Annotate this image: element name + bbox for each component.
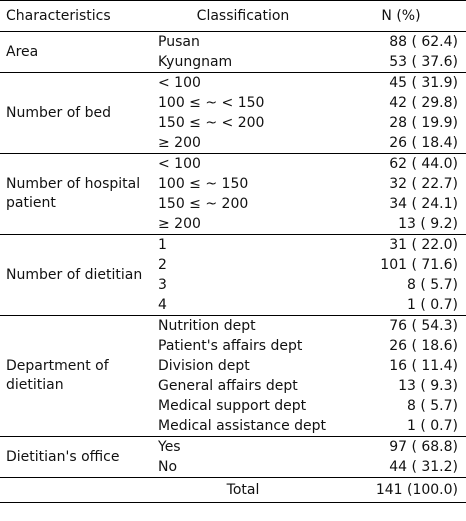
characteristic-label: Number of dietitian bbox=[0, 234, 150, 316]
n-percent-cell: 8 ( 5.7) bbox=[407, 398, 458, 414]
n-percent-cell: 62 ( 44.0) bbox=[336, 153, 466, 174]
table-row: Department of dietitian Nutrition dept 76 … bbox=[0, 315, 466, 437]
table-row: 150 ≤ ~ 200 34 ( 24.1) bbox=[0, 194, 466, 214]
n-percent-cell: 26 ( 18.4) bbox=[389, 135, 458, 151]
classification-cell: ≥ 200 bbox=[158, 216, 201, 232]
classification-cell: Pusan bbox=[150, 31, 336, 52]
characteristic-label: Area bbox=[0, 31, 150, 73]
table-row: Medical support dept 8 ( 5.7) bbox=[0, 396, 466, 416]
classification-cell: General affairs dept bbox=[158, 378, 298, 394]
n-percent-cell: 44 ( 31.2) bbox=[389, 459, 458, 475]
total-row: Total 141 (100.0) bbox=[0, 477, 466, 503]
classification-cell: 2 bbox=[158, 257, 167, 273]
classification-cell: Nutrition dept bbox=[150, 315, 336, 336]
table-row: 2 101 ( 71.6) bbox=[0, 255, 466, 275]
table-row: Number of hospital patient < 100 62 ( 44.0… bbox=[0, 153, 466, 235]
classification-cell: Yes bbox=[150, 436, 336, 457]
characteristic-label: Dietitian's office bbox=[0, 436, 150, 478]
table-row: 3 8 ( 5.7) bbox=[0, 275, 466, 295]
table-body: Area Pusan 88 ( 62.4) Kyungnam 53 ( 37.6) Num… bbox=[0, 31, 466, 478]
classification-cell: < 100 bbox=[150, 153, 336, 174]
n-percent-cell: 97 ( 68.8) bbox=[336, 436, 466, 457]
classification-cell: ≥ 200 bbox=[158, 135, 201, 151]
n-percent-cell: 53 ( 37.6) bbox=[389, 54, 458, 70]
classification-cell: < 100 bbox=[150, 72, 336, 93]
classification-cell: 100 ≤ ~ < 150 bbox=[158, 95, 265, 111]
n-percent-cell: 13 ( 9.3) bbox=[398, 378, 458, 394]
table-row: Dietitian's office Yes 97 ( 68.8) bbox=[0, 436, 466, 478]
table-row: Division dept 16 ( 11.4) bbox=[0, 356, 466, 376]
table-row: Number of bed < 100 45 ( 31.9) bbox=[0, 72, 466, 154]
n-percent-cell: 8 ( 5.7) bbox=[407, 277, 458, 293]
n-percent-cell: 88 ( 62.4) bbox=[336, 31, 466, 52]
classification-cell: 4 bbox=[158, 297, 167, 313]
characteristic-label: Number of bed bbox=[0, 72, 150, 154]
n-percent-cell: 42 ( 29.8) bbox=[389, 95, 458, 111]
classification-cell: 1 bbox=[150, 234, 336, 255]
classification-cell: Medical support dept bbox=[158, 398, 307, 414]
total-empty-cell bbox=[0, 477, 150, 503]
table-row: Patient's affairs dept 26 ( 18.6) bbox=[0, 336, 466, 356]
header-n-percent: N (%) bbox=[336, 0, 466, 32]
table-row: Number of dietitian 1 31 ( 22.0) bbox=[0, 234, 466, 316]
n-percent-cell: 26 ( 18.6) bbox=[389, 338, 458, 354]
classification-cell: No bbox=[158, 459, 178, 475]
n-percent-cell: 13 ( 9.2) bbox=[398, 216, 458, 232]
table-row: No 44 ( 31.2) bbox=[0, 457, 466, 478]
n-percent-cell: 1 ( 0.7) bbox=[407, 297, 458, 313]
table-row: Kyungnam 53 ( 37.6) bbox=[0, 52, 466, 73]
total-label: Total bbox=[150, 477, 336, 503]
classification-cell: 3 bbox=[158, 277, 167, 293]
classification-cell: Kyungnam bbox=[158, 54, 233, 70]
table-row: General affairs dept 13 ( 9.3) bbox=[0, 376, 466, 396]
header-classification: Classification bbox=[150, 0, 336, 32]
table-row: ≥ 200 26 ( 18.4) bbox=[0, 133, 466, 154]
classification-cell: 100 ≤ ~ 150 bbox=[158, 176, 249, 192]
table-row: 4 1 ( 0.7) bbox=[0, 295, 466, 316]
characteristic-label: Number of hospital patient bbox=[0, 153, 150, 235]
classification-cell: 150 ≤ ~ < 200 bbox=[158, 115, 265, 131]
table-row: Area Pusan 88 ( 62.4) bbox=[0, 31, 466, 73]
table-row: ≥ 200 13 ( 9.2) bbox=[0, 214, 466, 235]
table-row: Medical assistance dept 1 ( 0.7) bbox=[0, 416, 466, 437]
n-percent-cell: 16 ( 11.4) bbox=[389, 358, 458, 374]
table-row: 100 ≤ ~ 150 32 ( 22.7) bbox=[0, 174, 466, 194]
table-row: 150 ≤ ~ < 200 28 ( 19.9) bbox=[0, 113, 466, 133]
n-percent-cell: 45 ( 31.9) bbox=[336, 72, 466, 93]
n-percent-cell: 31 ( 22.0) bbox=[336, 234, 466, 255]
header-characteristics: Characteristics bbox=[0, 0, 150, 32]
classification-cell: Patient's affairs dept bbox=[158, 338, 303, 354]
total-value: 141 (100.0) bbox=[336, 477, 466, 503]
n-percent-cell: 28 ( 19.9) bbox=[389, 115, 458, 131]
classification-cell: Division dept bbox=[158, 358, 250, 374]
header-row: Characteristics Classification N (%) bbox=[0, 0, 466, 32]
classification-cell: Medical assistance dept bbox=[158, 418, 327, 434]
n-percent-cell: 76 ( 54.3) bbox=[336, 315, 466, 336]
n-percent-cell: 101 ( 71.6) bbox=[380, 257, 458, 273]
classification-cell: 150 ≤ ~ 200 bbox=[158, 196, 249, 212]
n-percent-cell: 1 ( 0.7) bbox=[407, 418, 458, 434]
n-percent-cell: 34 ( 24.1) bbox=[389, 196, 458, 212]
table-row: 100 ≤ ~ < 150 42 ( 29.8) bbox=[0, 93, 466, 113]
characteristics-table: Characteristics Classification N (%) Are… bbox=[0, 0, 466, 503]
characteristic-label: Department of dietitian bbox=[0, 315, 150, 437]
n-percent-cell: 32 ( 22.7) bbox=[389, 176, 458, 192]
